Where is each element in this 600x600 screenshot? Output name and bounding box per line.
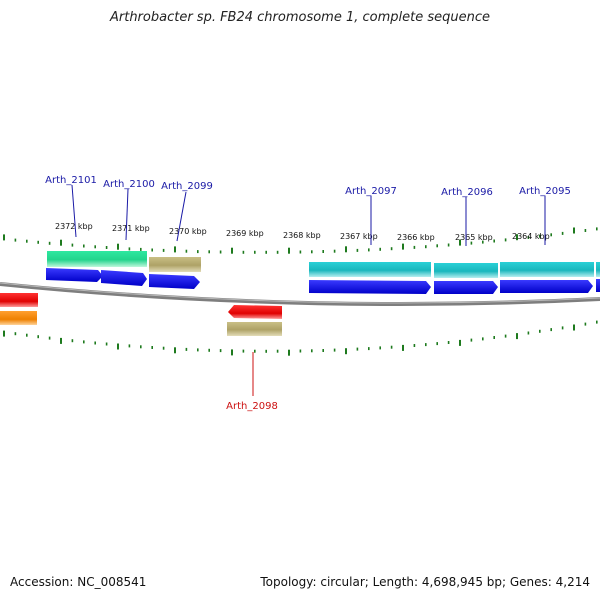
cds-forward-arrow [596,279,600,292]
feature-cyan [500,262,594,277]
feature-tan [227,322,282,336]
feature-red [0,293,38,307]
cds-forward-arrow [149,274,200,289]
feature-orange [0,311,37,325]
gene-label-arth-2098[interactable]: Arth_2098 [226,401,278,412]
map-title: Arthrobacter sp. FB24 chromosome 1, comp… [109,10,491,25]
scale-ticks-inner [3,320,598,356]
gene-label-arth-2096[interactable]: Arth_2096 [441,187,493,198]
cds-reverse-arrow [228,305,282,319]
feature-cyan [434,263,498,278]
scale-label: 2366 kbp [397,233,435,242]
cds-forward-arrow [500,280,593,293]
gene-leader-lines [71,184,546,246]
feature-cyan [596,262,600,277]
scale-label: 2365 kbp [455,233,493,242]
scale-label: 2369 kbp [226,229,264,238]
scale-label: 2372 kbp [55,222,93,231]
gene-label-arth-2099[interactable]: Arth_2099 [161,181,213,192]
scale-label: 2367 kbp [340,232,378,241]
cds-forward-arrow [434,281,498,294]
scale-label: 2370 kbp [169,227,207,236]
scale-labels: 2372 kbp 2371 kbp 2370 kbp 2369 kbp 2368… [55,222,550,242]
topology-summary: Topology: circular; Length: 4,698,945 bp… [260,575,590,589]
feature-tan [149,257,201,272]
scale-ticks-outer [3,227,598,254]
accession-text: Accession: NC_008541 [10,575,147,589]
chromosome-backbone [0,282,600,306]
cds-forward-arrow [309,280,431,294]
cds-forward-arrow [101,270,147,286]
gene-labels-forward: Arth_2101 Arth_2100 Arth_2099 Arth_2097 … [45,175,571,198]
gene-label-arth-2097[interactable]: Arth_2097 [345,186,397,197]
scale-label: 2364 kbp [512,232,550,241]
scale-label: 2371 kbp [112,224,150,233]
gene-label-arth-2101[interactable]: Arth_2101 [45,175,97,186]
feature-green [47,251,147,267]
scale-label: 2368 kbp [283,231,321,240]
feature-cyan [309,262,431,277]
gene-label-arth-2095[interactable]: Arth_2095 [519,186,571,197]
gene-label-arth-2100[interactable]: Arth_2100 [103,179,155,190]
cds-forward-arrow [46,268,103,282]
